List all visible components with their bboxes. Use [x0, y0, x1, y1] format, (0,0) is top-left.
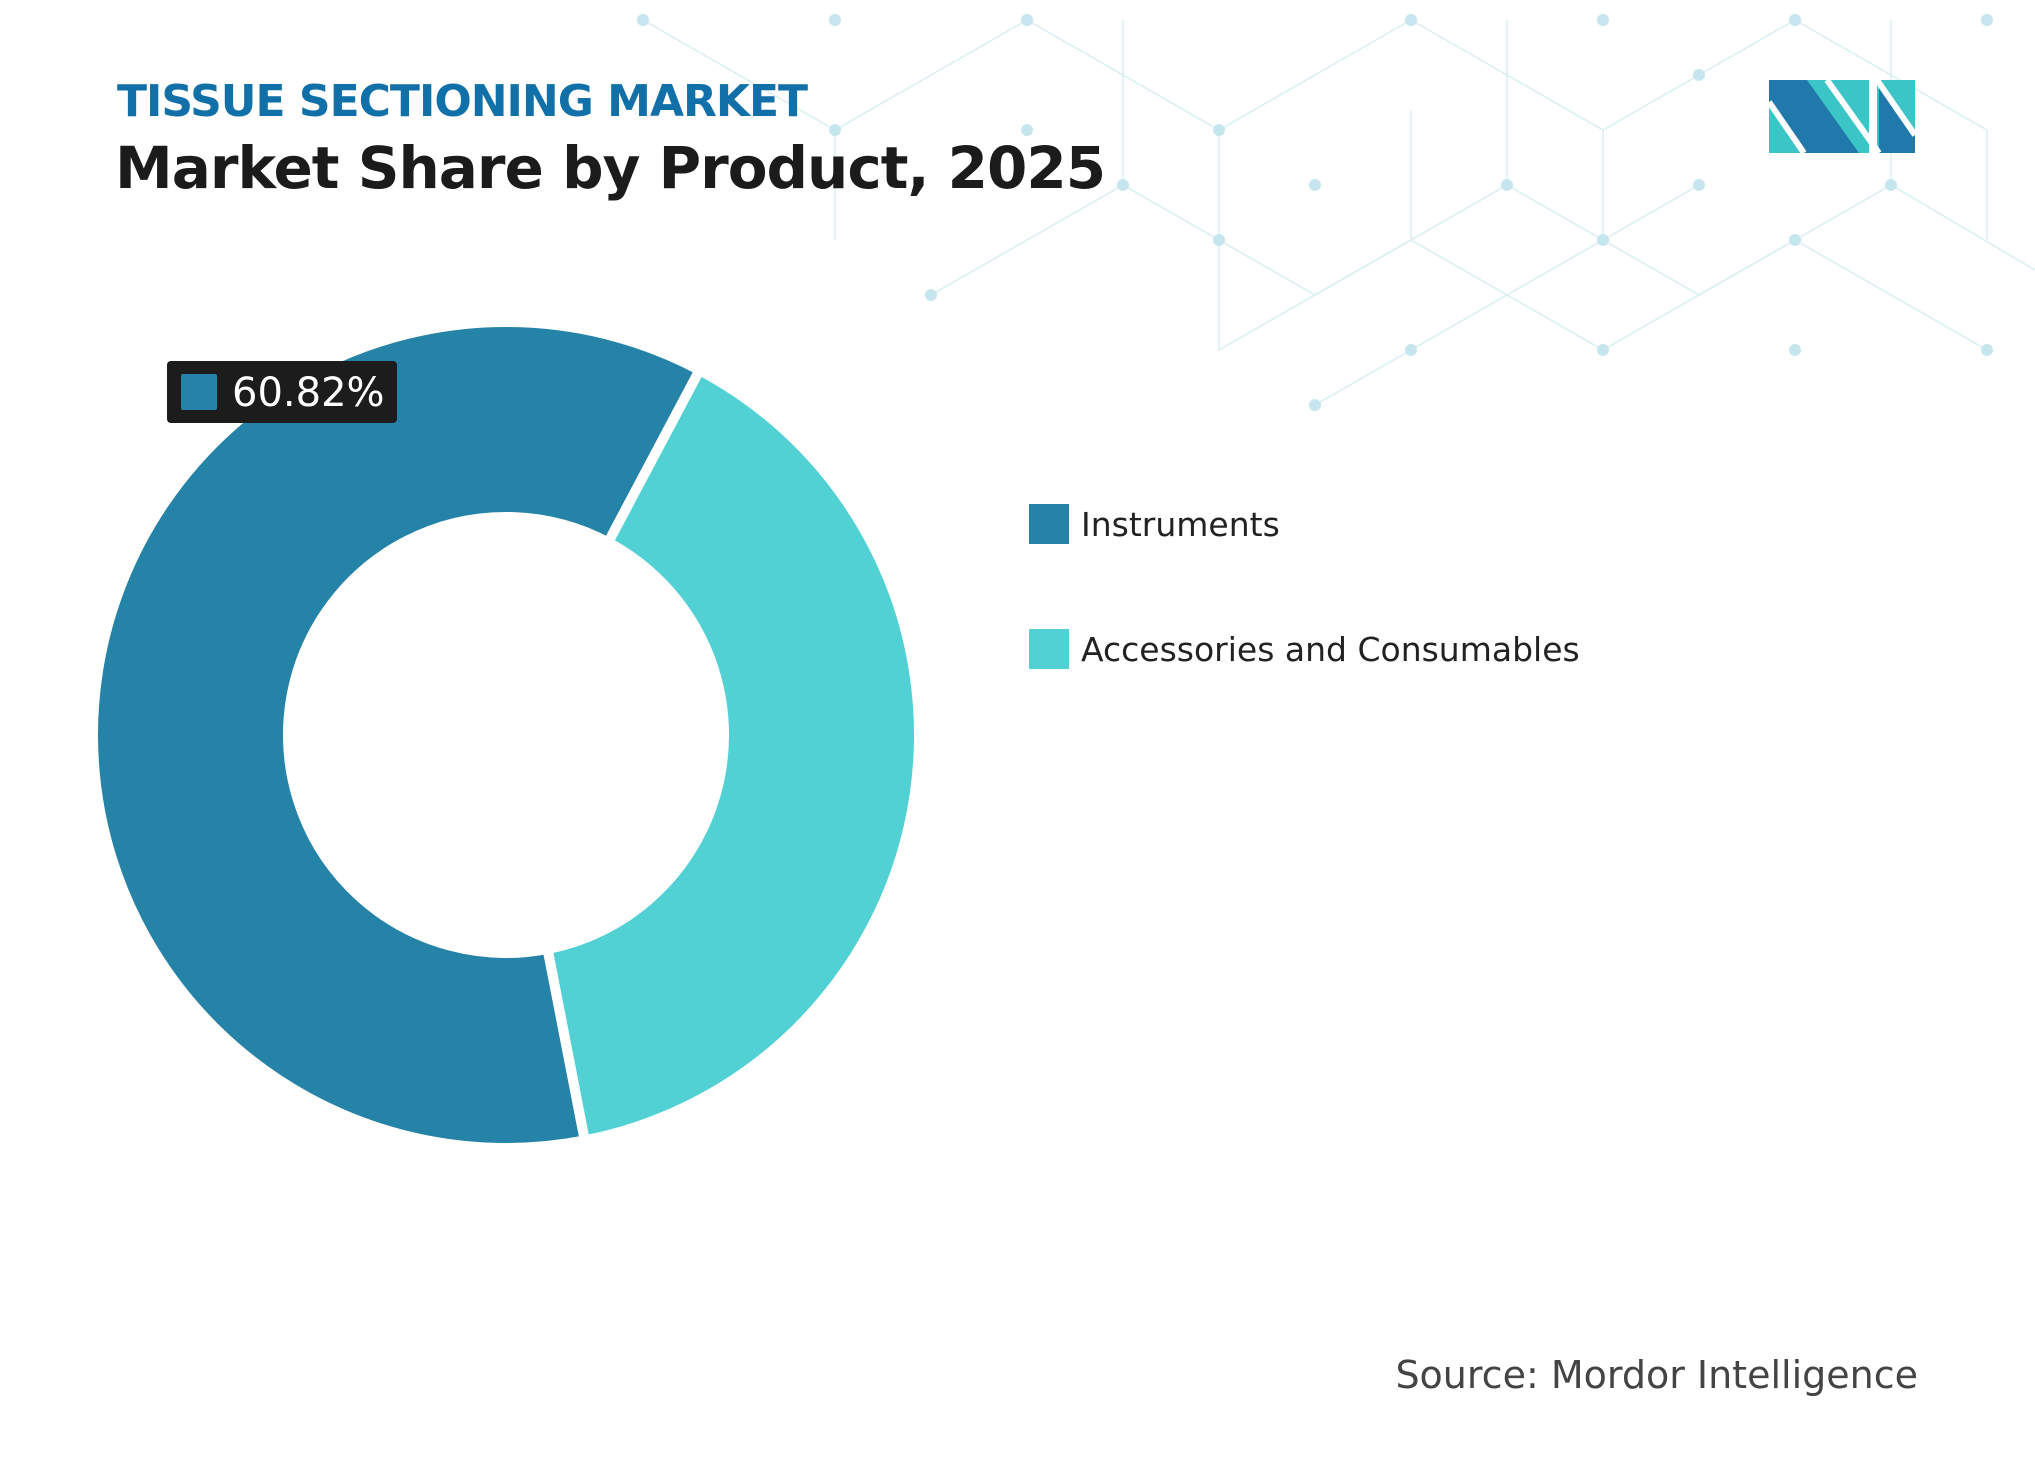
legend-item-accessories[interactable]: Accessories and Consumables [1029, 629, 1580, 669]
data-label-swatch [181, 374, 217, 410]
legend-label: Instruments [1081, 504, 1280, 544]
chart-title: Market Share by Product, 2025 [115, 134, 1106, 202]
donut-slice-accessories-and-consumables[interactable] [541, 363, 924, 1147]
donut-chart: 60.82% [88, 316, 924, 1153]
legend: Instruments Accessories and Consumables [1029, 504, 1580, 754]
source-note: Source: Mordor Intelligence [1395, 1353, 1918, 1397]
mordor-logo [1769, 80, 1915, 153]
legend-swatch [1029, 504, 1069, 544]
data-label-text: 60.82% [232, 370, 385, 416]
chart-subtitle: TISSUE SECTIONING MARKET [117, 76, 808, 127]
data-label-box [167, 361, 397, 423]
donut-slice-instruments[interactable] [88, 316, 707, 1153]
data-label-instruments: 60.82% [167, 361, 397, 423]
legend-swatch [1029, 629, 1069, 669]
legend-label: Accessories and Consumables [1081, 629, 1580, 669]
legend-item-instruments[interactable]: Instruments [1029, 504, 1580, 544]
